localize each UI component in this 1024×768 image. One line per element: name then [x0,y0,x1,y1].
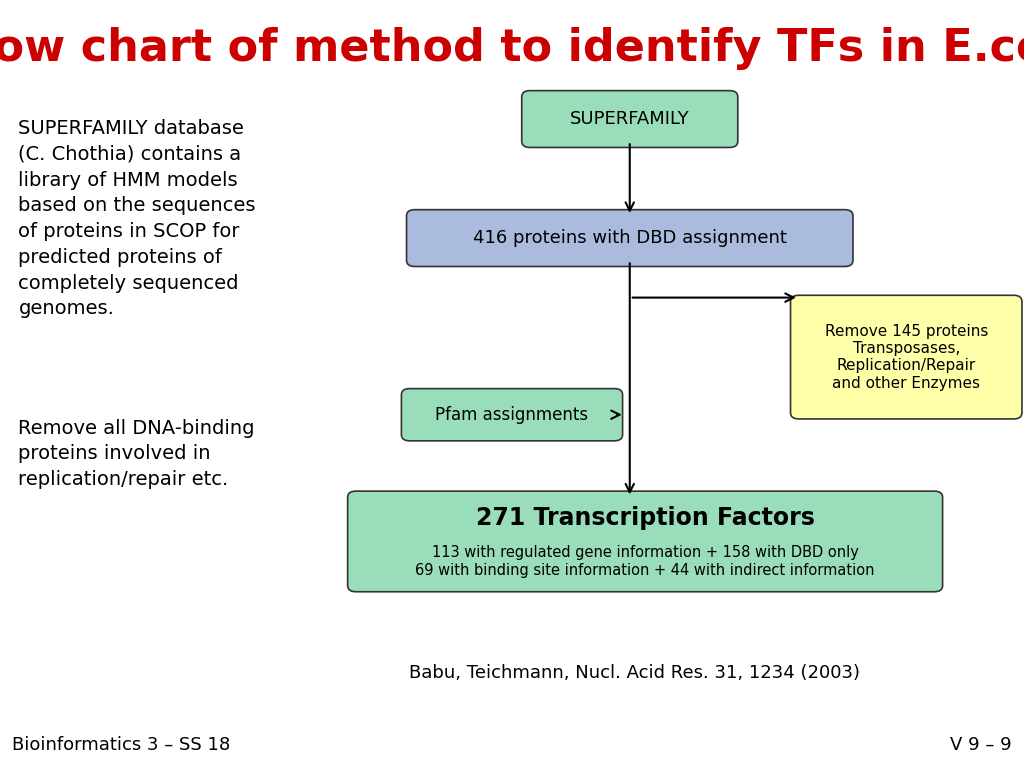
Text: 113 with regulated gene information + 158 with DBD only: 113 with regulated gene information + 15… [432,545,858,561]
FancyBboxPatch shape [521,91,737,147]
Text: Pfam assignments: Pfam assignments [435,406,589,424]
FancyBboxPatch shape [791,296,1022,419]
FancyBboxPatch shape [407,210,853,266]
Text: SUPERFAMILY: SUPERFAMILY [570,110,689,128]
Text: Remove 145 proteins
Transposases,
Replication/Repair
and other Enzymes: Remove 145 proteins Transposases, Replic… [824,323,988,391]
FancyBboxPatch shape [401,389,623,441]
Text: V 9 – 9: V 9 – 9 [950,737,1012,754]
Text: 69 with binding site information + 44 with indirect information: 69 with binding site information + 44 wi… [416,563,874,578]
Text: 416 proteins with DBD assignment: 416 proteins with DBD assignment [473,229,786,247]
Text: Flow chart of method to identify TFs in E.coli: Flow chart of method to identify TFs in … [0,27,1024,70]
Text: 271 Transcription Factors: 271 Transcription Factors [476,506,814,531]
FancyBboxPatch shape [348,492,942,592]
Text: SUPERFAMILY database
(C. Chothia) contains a
library of HMM models
based on the : SUPERFAMILY database (C. Chothia) contai… [18,119,256,318]
Text: Bioinformatics 3 – SS 18: Bioinformatics 3 – SS 18 [12,737,230,754]
Text: Remove all DNA-binding
proteins involved in
replication/repair etc.: Remove all DNA-binding proteins involved… [18,419,255,489]
Text: Babu, Teichmann, Nucl. Acid Res. 31, 1234 (2003): Babu, Teichmann, Nucl. Acid Res. 31, 123… [410,664,860,682]
